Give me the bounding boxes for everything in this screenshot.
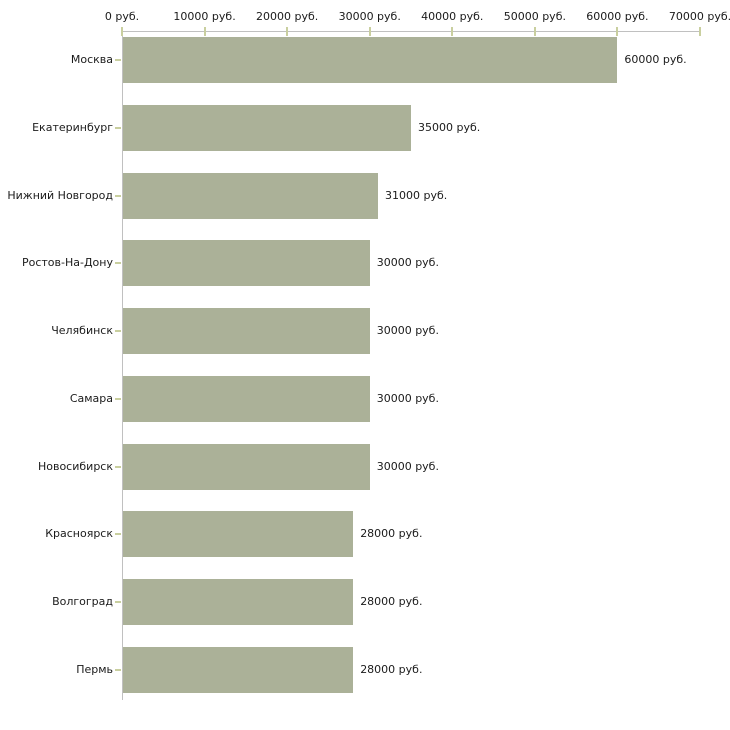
value-label: 30000 руб. bbox=[376, 391, 439, 405]
value-label: 31000 руб. bbox=[384, 188, 448, 202]
category-tick-mark bbox=[115, 126, 121, 129]
x-tick-mark bbox=[451, 27, 454, 36]
x-tick-label: 40000 руб. bbox=[421, 10, 484, 23]
value-label: 30000 руб. bbox=[376, 459, 439, 473]
value-label: 28000 руб. bbox=[360, 662, 423, 676]
x-tick-mark bbox=[699, 27, 701, 36]
bar bbox=[123, 579, 354, 625]
value-label: 30000 руб. bbox=[376, 324, 439, 337]
bar bbox=[123, 308, 370, 354]
x-tick-label: 50000 руб. bbox=[503, 10, 566, 23]
category-tick-mark bbox=[115, 668, 121, 671]
y-axis-line bbox=[122, 31, 123, 700]
category-tick-mark bbox=[115, 533, 121, 536]
category-label: Москва bbox=[70, 53, 113, 66]
value-label: 30000 руб. bbox=[376, 256, 439, 270]
value-label: 35000 руб. bbox=[418, 120, 481, 134]
category-label: Самара bbox=[69, 391, 113, 405]
bar bbox=[123, 172, 378, 219]
category-label: Челябинск bbox=[51, 324, 113, 337]
bar bbox=[123, 104, 411, 151]
value-label: 60000 руб. bbox=[624, 53, 687, 66]
x-tick-mark bbox=[616, 27, 619, 36]
value-label: 28000 руб. bbox=[360, 527, 423, 541]
x-tick-mark bbox=[533, 27, 536, 36]
category-label: Волгоград bbox=[52, 595, 113, 608]
x-tick-label: 20000 руб. bbox=[256, 10, 319, 23]
x-tick-label: 70000 руб. bbox=[668, 10, 730, 23]
category-tick-mark bbox=[115, 601, 121, 603]
x-tick-mark bbox=[286, 27, 289, 36]
bar bbox=[123, 646, 354, 693]
category-label: Красноярск bbox=[45, 527, 113, 541]
bar bbox=[123, 375, 370, 422]
bar bbox=[123, 443, 370, 490]
bar bbox=[123, 511, 354, 558]
x-tick-mark bbox=[368, 27, 371, 36]
category-tick-mark bbox=[115, 397, 121, 400]
category-tick-mark bbox=[115, 330, 121, 332]
category-label: Новосибирск bbox=[37, 459, 113, 473]
category-label: Пермь bbox=[76, 662, 113, 676]
x-tick-label: 0 руб. bbox=[104, 10, 140, 23]
x-tick-label: 10000 руб. bbox=[173, 10, 236, 23]
x-axis-line bbox=[122, 31, 700, 32]
bar bbox=[123, 37, 618, 83]
category-tick-mark bbox=[115, 262, 121, 265]
x-tick-mark bbox=[121, 27, 123, 36]
category-label: Ростов-На-Дону bbox=[21, 256, 113, 270]
value-label: 28000 руб. bbox=[360, 595, 423, 608]
category-tick-mark bbox=[115, 194, 121, 197]
x-tick-label: 30000 руб. bbox=[338, 10, 401, 23]
x-tick-label: 60000 руб. bbox=[586, 10, 649, 23]
x-tick-mark bbox=[203, 27, 206, 36]
category-tick-mark bbox=[115, 59, 121, 61]
category-label: Екатеринбург bbox=[32, 120, 113, 134]
bar bbox=[123, 240, 370, 287]
category-label: Нижний Новгород bbox=[7, 188, 113, 202]
category-tick-mark bbox=[115, 465, 121, 468]
